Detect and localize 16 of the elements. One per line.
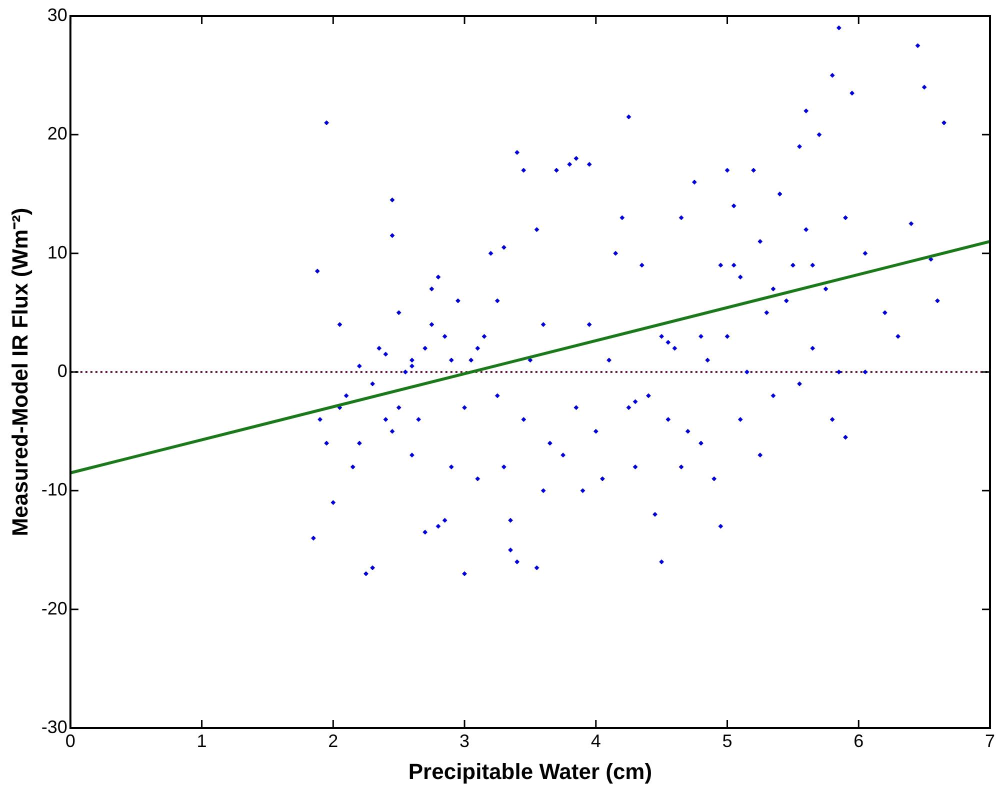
x-tick-label: 1 xyxy=(196,730,207,751)
y-tick-label: 0 xyxy=(57,360,68,381)
x-tick-label: 2 xyxy=(328,730,338,751)
x-axis-title: Precipitable Water (cm) xyxy=(408,758,652,784)
x-tick-label: 3 xyxy=(460,730,470,751)
x-tick-label: 6 xyxy=(854,730,864,751)
y-tick-label: -10 xyxy=(41,480,68,500)
y-axis-title: Measured-Model IR Flux (Wm⁻²) xyxy=(7,208,32,536)
y-tick-label: -30 xyxy=(41,716,68,737)
y-tick-label: 10 xyxy=(47,242,68,262)
x-tick-label: 4 xyxy=(590,730,601,751)
x-tick-label: 5 xyxy=(722,730,732,751)
y-tick-label: 30 xyxy=(47,4,68,25)
y-tick-label: 20 xyxy=(47,124,68,144)
y-tick-label: -20 xyxy=(41,598,68,618)
x-tick-label: 7 xyxy=(984,730,996,751)
